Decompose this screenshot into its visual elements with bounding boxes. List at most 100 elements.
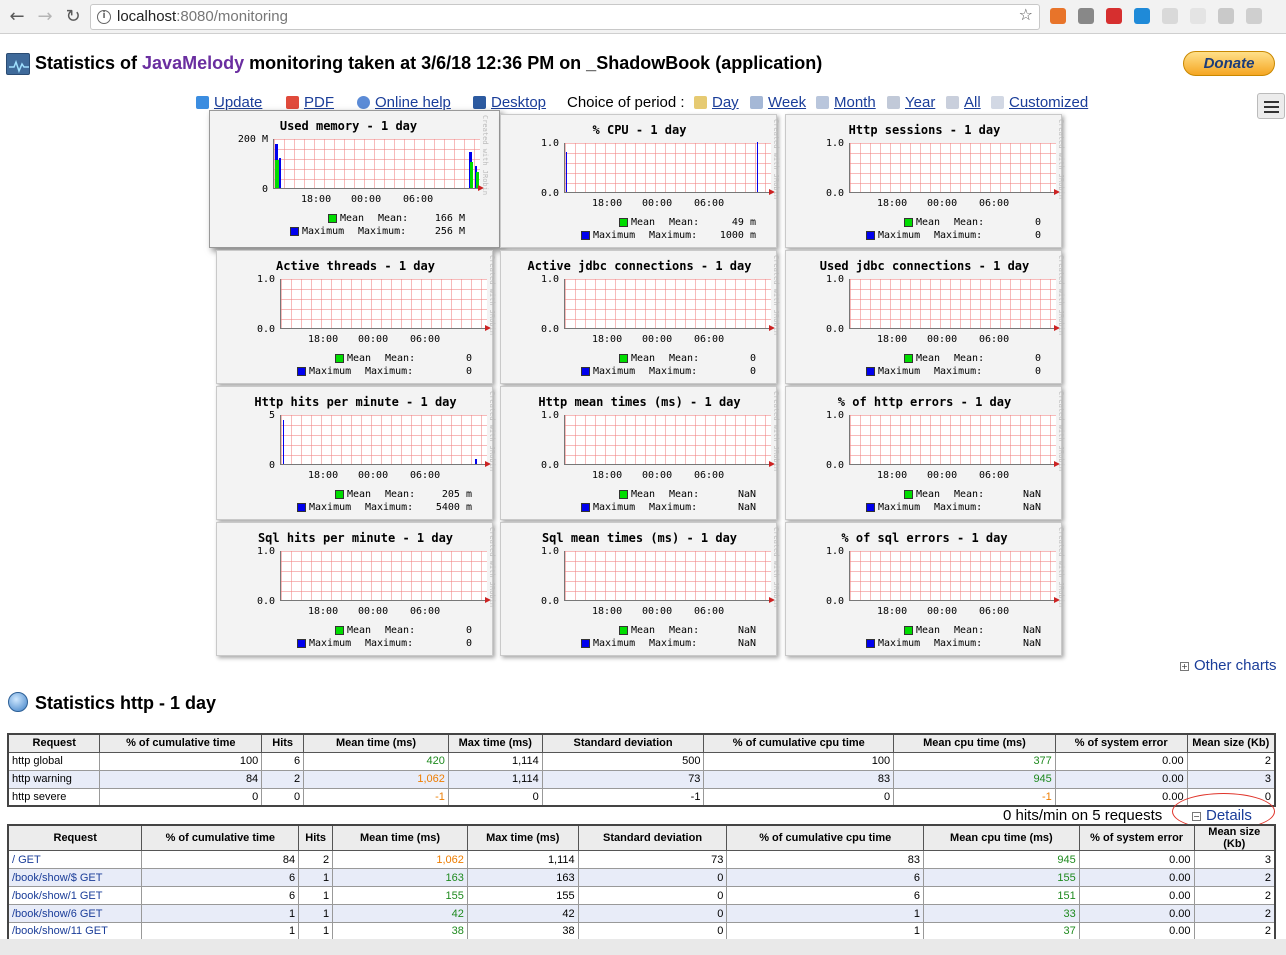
request-cell[interactable]: /book/show/6 GET xyxy=(7,904,143,923)
column-header[interactable]: % of cumulative time xyxy=(141,824,300,851)
extension-icon-2[interactable] xyxy=(1078,8,1094,24)
info-icon[interactable]: i xyxy=(97,10,111,24)
chart-y-max-label: 1.0 xyxy=(825,138,844,149)
extension-icon-6[interactable] xyxy=(1190,8,1206,24)
chart-card[interactable]: Sql hits per minute - 1 day 1.0 0.0 18:00 00… xyxy=(216,522,496,656)
column-header[interactable]: Mean time (ms) xyxy=(332,824,468,851)
table-row: / GET 84 2 1,062 1,114 73 83 945 0.00 3 xyxy=(7,850,1276,869)
legend-mean-value: 0 xyxy=(1034,353,1041,364)
table-cell: 73 xyxy=(577,850,728,869)
chart-card[interactable]: Active jdbc connections - 1 day 1.0 0.0 18:… xyxy=(500,250,780,384)
chart-data-spike xyxy=(275,160,279,188)
legend-maximum-label: Maximum xyxy=(593,366,636,377)
column-header[interactable]: Standard deviation xyxy=(577,824,728,851)
chart-y-min-label: 0.0 xyxy=(825,596,844,607)
column-header[interactable]: Standard deviation xyxy=(541,733,705,753)
x-tick-label: 00:00 xyxy=(642,470,673,481)
legend-mean-value: 49 m xyxy=(731,217,756,228)
chart-card[interactable]: Http mean times (ms) - 1 day 1.0 0.0 18:00 0… xyxy=(500,386,780,520)
watermark-text: Created with JRobin xyxy=(772,119,780,200)
x-tick-label: 00:00 xyxy=(351,194,382,205)
chart-y-min-label: 0 xyxy=(261,184,268,195)
chart-card[interactable]: % of sql errors - 1 day 1.0 0.0 18:00 00:00 0… xyxy=(785,522,1065,656)
title-brand[interactable]: JavaMelody xyxy=(142,53,245,73)
other-charts-link[interactable]: + Other charts xyxy=(1180,657,1277,674)
reload-icon[interactable]: ↻ xyxy=(65,6,81,27)
legend-mean-label: Mean xyxy=(916,489,941,500)
column-header[interactable]: % of system error xyxy=(1054,733,1188,753)
axis-arrow-icon xyxy=(769,325,775,331)
desktop-link[interactable]: Desktop xyxy=(473,94,546,111)
request-cell[interactable]: / GET xyxy=(7,850,143,869)
column-header[interactable]: Request xyxy=(7,824,143,851)
extension-icon-1[interactable] xyxy=(1050,8,1066,24)
chart-title: Active threads - 1 day xyxy=(276,259,435,273)
chart-card[interactable]: Http sessions - 1 day 1.0 0.0 18:00 00:00 06:… xyxy=(785,114,1065,248)
extension-icon-5[interactable] xyxy=(1162,8,1178,24)
period-all-link[interactable]: All xyxy=(946,94,981,111)
column-header[interactable]: Max time (ms) xyxy=(447,733,543,753)
chart-y-min-label: 0.0 xyxy=(825,188,844,199)
column-header[interactable]: Hits xyxy=(298,824,334,851)
column-header[interactable]: Hits xyxy=(261,733,305,753)
request-cell[interactable]: /book/show/$ GET xyxy=(7,868,143,887)
table-cell: 377 xyxy=(893,751,1056,771)
hamburger-menu-button[interactable] xyxy=(1257,93,1285,119)
column-header[interactable]: Mean cpu time (ms) xyxy=(893,733,1056,753)
extension-icon-4[interactable] xyxy=(1134,8,1150,24)
chart-card[interactable]: Used memory - 1 day 200 M 0 18:00 00:00 06:00… xyxy=(209,110,500,248)
column-header[interactable]: Mean cpu time (ms) xyxy=(923,824,1080,851)
table-cell: 0 xyxy=(577,886,728,905)
column-header[interactable]: Mean size (Kb) xyxy=(1193,824,1276,851)
column-header[interactable]: % of cumulative cpu time xyxy=(703,733,895,753)
donate-button[interactable]: Donate xyxy=(1183,51,1275,76)
online-help-link[interactable]: Online help xyxy=(357,94,451,111)
column-header[interactable]: Request xyxy=(7,733,101,753)
period-day-link[interactable]: Day xyxy=(694,94,739,111)
chart-title: Http sessions - 1 day xyxy=(848,123,1001,137)
column-header[interactable]: Max time (ms) xyxy=(466,824,579,851)
period-week-link[interactable]: Week xyxy=(750,94,806,111)
chart-card[interactable]: Used jdbc connections - 1 day 1.0 0.0 18:00… xyxy=(785,250,1065,384)
hits-summary-text: 0 hits/min on 5 requests xyxy=(1003,807,1163,824)
column-header[interactable]: % of cumulative time xyxy=(99,733,263,753)
back-icon[interactable]: ← xyxy=(9,6,25,27)
table-cell: 38 xyxy=(332,922,468,941)
column-header[interactable]: % of cumulative cpu time xyxy=(726,824,925,851)
request-cell[interactable]: /book/show/11 GET xyxy=(7,922,143,941)
address-bar[interactable]: i localhost:8080/monitoring ☆ xyxy=(90,4,1040,30)
expand-icon: + xyxy=(1180,662,1189,671)
chart-card[interactable]: Active threads - 1 day 1.0 0.0 18:00 00:00 06… xyxy=(216,250,496,384)
watermark-text: Created with JRobin xyxy=(1057,255,1065,336)
column-header[interactable]: Mean size (Kb) xyxy=(1186,733,1276,753)
legend-swatch-maximum xyxy=(581,503,590,512)
chart-card[interactable]: Sql mean times (ms) - 1 day 1.0 0.0 18:00 00… xyxy=(500,522,780,656)
forward-icon[interactable]: → xyxy=(37,6,53,27)
period-month-link[interactable]: Month xyxy=(816,94,876,111)
legend-maximum-key: Maximum: xyxy=(365,502,414,513)
bookmark-star-icon[interactable]: ☆ xyxy=(1018,5,1033,24)
chart-card[interactable]: Http hits per minute - 1 day 5 0 18:00 00:00… xyxy=(216,386,496,520)
chart-card[interactable]: % CPU - 1 day 1.0 0.0 18:00 00:00 06:00 Create… xyxy=(500,114,780,248)
update-link[interactable]: Update xyxy=(196,94,262,111)
column-header[interactable]: Mean time (ms) xyxy=(303,733,449,753)
legend-swatch-mean xyxy=(904,626,913,635)
legend-mean-label: Mean xyxy=(347,353,372,364)
x-tick-label: 06:00 xyxy=(979,470,1010,481)
table-cell: 1,062 xyxy=(303,769,449,789)
column-header[interactable]: % of system error xyxy=(1078,824,1195,851)
period-year-link[interactable]: Year xyxy=(887,94,935,111)
extension-icon-3[interactable] xyxy=(1106,8,1122,24)
period-customized-link[interactable]: Customized xyxy=(991,94,1088,111)
legend-mean-key: Mean: xyxy=(669,353,700,364)
chart-y-min-label: 0.0 xyxy=(825,460,844,471)
request-cell[interactable]: /book/show/1 GET xyxy=(7,886,143,905)
extension-icon-8[interactable] xyxy=(1246,8,1262,24)
table-cell: 0.00 xyxy=(1054,769,1188,789)
legend-maximum-key: Maximum: xyxy=(649,230,698,241)
javamelody-logo-icon xyxy=(6,53,30,75)
calendar-custom-icon xyxy=(991,96,1004,109)
pdf-link[interactable]: PDF xyxy=(286,94,334,111)
extension-icon-7[interactable] xyxy=(1218,8,1234,24)
chart-card[interactable]: % of http errors - 1 day 1.0 0.0 18:00 00:00… xyxy=(785,386,1065,520)
